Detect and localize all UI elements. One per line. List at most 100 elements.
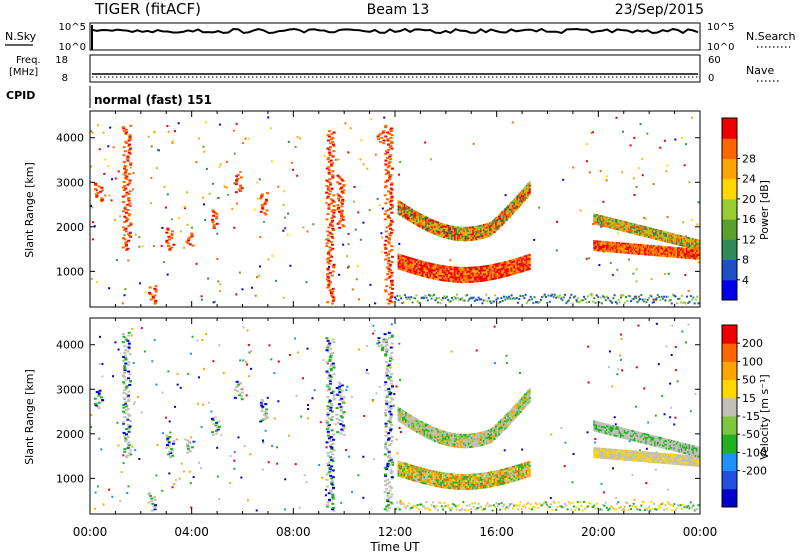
range-cell <box>637 251 640 254</box>
range-cell <box>617 251 620 254</box>
range-cell <box>325 218 329 221</box>
range-cell <box>518 257 521 260</box>
range-cell <box>406 414 409 417</box>
range-cell <box>446 226 449 229</box>
range-cell <box>424 430 427 433</box>
range-cell <box>426 477 429 480</box>
range-cell <box>326 195 330 198</box>
range-cell <box>510 271 513 274</box>
range-cell <box>480 298 483 301</box>
range-cell <box>462 299 465 302</box>
range-cell <box>400 419 403 422</box>
range-cell <box>326 213 330 216</box>
range-cell <box>687 323 690 326</box>
freq-tick-top: 18 <box>55 55 68 66</box>
range-cell <box>647 248 650 251</box>
range-cell <box>632 226 635 229</box>
range-cell <box>627 251 630 254</box>
range-cell <box>399 499 402 502</box>
range-cell <box>126 418 130 421</box>
range-cell <box>414 260 417 263</box>
range-cell <box>429 227 432 230</box>
range-cell <box>440 440 443 443</box>
range-cell <box>515 297 518 300</box>
range-cell <box>460 237 463 240</box>
range-cell <box>677 298 680 301</box>
range-cell <box>461 272 464 275</box>
range-cell <box>495 217 498 220</box>
range-cell <box>435 475 438 478</box>
range-cell <box>446 435 449 438</box>
range-cell <box>473 268 476 271</box>
range-cell <box>528 259 531 262</box>
range-cell <box>432 439 435 442</box>
range-cell <box>623 509 626 512</box>
range-cell <box>426 427 429 430</box>
range-cell <box>670 232 673 235</box>
range-cell <box>468 297 471 300</box>
range-cell <box>415 271 418 274</box>
range-cell <box>161 489 164 492</box>
range-cell <box>237 188 241 191</box>
range-cell <box>619 354 622 357</box>
range-cell <box>127 192 131 195</box>
range-cell <box>514 264 517 267</box>
range-cell <box>688 255 691 258</box>
range-cell <box>673 423 676 426</box>
range-cell <box>266 396 269 399</box>
range-cell <box>461 276 464 279</box>
range-cell <box>674 240 677 243</box>
range-cell <box>447 472 450 475</box>
range-cell <box>390 379 394 382</box>
range-cell <box>328 289 332 292</box>
range-cell <box>384 425 388 428</box>
range-cell <box>362 163 365 166</box>
range-cell <box>460 280 463 283</box>
range-cell <box>613 416 616 419</box>
range-cell <box>490 266 493 269</box>
range-cell <box>508 203 511 206</box>
range-cell <box>467 280 470 283</box>
range-cell <box>597 214 600 217</box>
range-cell <box>188 243 192 246</box>
range-cell <box>617 247 620 250</box>
range-cell <box>686 255 689 258</box>
range-cell <box>449 435 452 438</box>
range-cell <box>688 237 691 240</box>
range-cell <box>501 261 504 264</box>
range-cell <box>613 249 616 252</box>
range-cell <box>441 226 444 229</box>
range-cell <box>329 291 333 294</box>
range-cell <box>630 245 633 248</box>
range-cell <box>340 190 344 193</box>
range-cell <box>402 476 405 479</box>
range-cell <box>521 189 524 192</box>
range-cell <box>428 473 431 476</box>
range-cell <box>650 233 653 236</box>
range-cell <box>452 434 455 437</box>
range-cell <box>426 299 429 302</box>
range-cell <box>237 436 240 439</box>
range-cell <box>639 298 641 301</box>
range-cell <box>386 492 390 495</box>
range-cell <box>384 258 388 261</box>
range-cell <box>614 247 617 250</box>
range-cell <box>428 471 431 474</box>
range-cell <box>510 214 513 217</box>
range-cell <box>490 226 493 229</box>
range-cell <box>123 221 127 224</box>
range-cell <box>409 418 412 421</box>
range-cell <box>400 471 403 474</box>
range-cell <box>390 219 394 222</box>
range-cell <box>389 382 393 385</box>
range-cell <box>166 273 169 276</box>
range-cell <box>215 222 219 225</box>
range-cell <box>444 296 447 299</box>
range-cell <box>441 439 444 442</box>
range-cell <box>250 349 253 352</box>
range-cell <box>205 333 208 336</box>
range-cell <box>511 205 514 208</box>
range-cell <box>95 194 99 197</box>
range-cell <box>229 454 232 457</box>
range-cell <box>641 174 644 177</box>
